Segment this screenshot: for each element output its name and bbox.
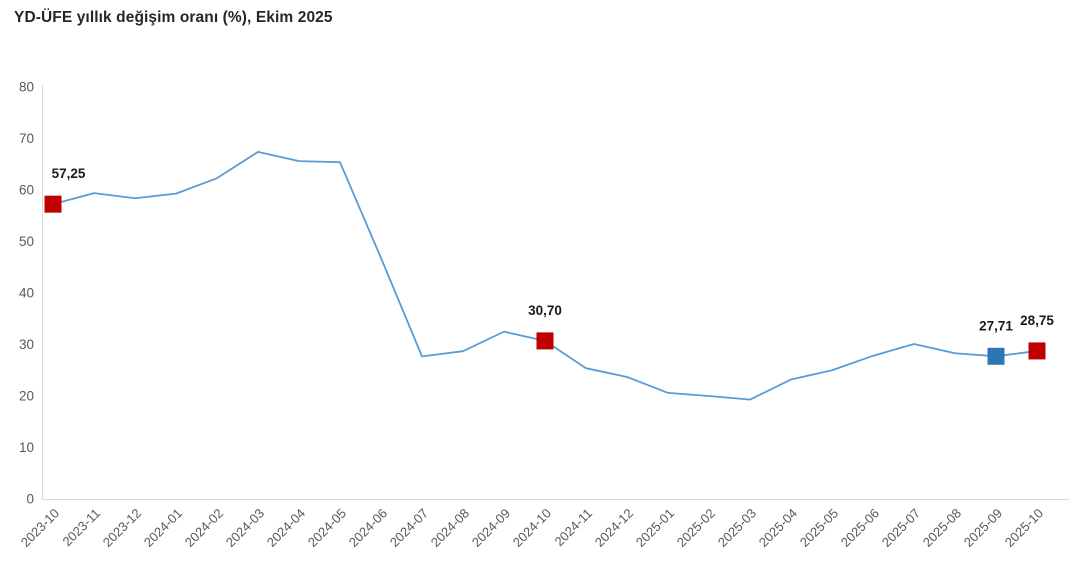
y-tick-label: 80 [19, 80, 34, 95]
marker-square [44, 195, 62, 213]
y-tick-label: 60 [19, 183, 34, 198]
y-tick-label: 0 [26, 492, 34, 507]
x-tick-label: 2024-07 [387, 506, 431, 550]
y-tick-label: 70 [19, 131, 34, 146]
x-tick-label: 2025-06 [838, 506, 882, 550]
data-series-line [52, 150, 1038, 401]
x-tick-label: 2024-12 [592, 506, 636, 550]
marker-value-label: 27,71 [979, 318, 1013, 333]
x-tick-label: 2024-05 [305, 506, 349, 550]
x-tick-label: 2024-08 [428, 506, 472, 550]
x-tick-label: 2024-10 [510, 506, 554, 550]
x-tick-label: 2024-01 [141, 506, 185, 550]
x-tick-label: 2024-06 [346, 506, 390, 550]
y-tick-label: 30 [19, 337, 34, 352]
chart-title: YD-ÜFE yıllık değişim oranı (%), Ekim 20… [14, 9, 333, 26]
marker-square [987, 347, 1005, 365]
x-tick-label: 2025-08 [920, 506, 964, 550]
marker-square [536, 332, 554, 350]
marker-square [1028, 342, 1046, 360]
x-tick-label: 2025-09 [961, 506, 1005, 550]
y-tick-label: 10 [19, 440, 34, 455]
x-tick-label: 2024-04 [264, 506, 308, 550]
marker-value-label: 30,70 [528, 303, 562, 318]
marker-value-label: 28,75 [1020, 313, 1054, 328]
x-tick-label: 2025-02 [674, 506, 718, 550]
x-tick-label: 2023-12 [100, 506, 144, 550]
x-tick-label: 2023-10 [18, 506, 62, 550]
x-tick-label: 2025-05 [797, 506, 841, 550]
x-tick-label: 2024-11 [551, 506, 595, 550]
x-tick-label: 2025-04 [756, 506, 800, 550]
x-tick-label: 2024-09 [469, 506, 513, 550]
x-tick-label: 2025-01 [633, 506, 677, 550]
x-tick-label: 2025-07 [879, 506, 923, 550]
marker-value-label: 57,25 [52, 166, 86, 181]
y-tick-label: 20 [19, 389, 34, 404]
x-tick-label: 2025-03 [715, 506, 759, 550]
y-tick-label: 40 [19, 286, 34, 301]
x-tick-label: 2023-11 [59, 506, 103, 550]
x-tick-label: 2024-02 [182, 506, 226, 550]
y-tick-label: 50 [19, 234, 34, 249]
x-tick-label: 2025-10 [1002, 506, 1046, 550]
x-tick-label: 2024-03 [223, 506, 267, 550]
